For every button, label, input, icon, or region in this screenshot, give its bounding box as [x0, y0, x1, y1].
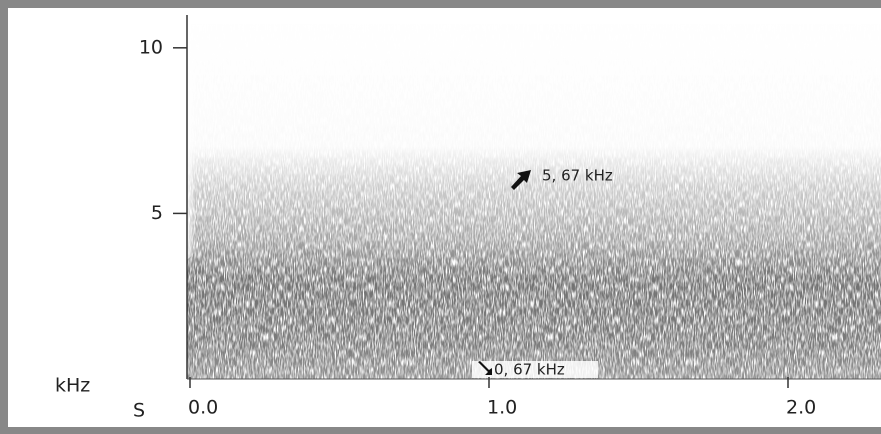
- arrow: [511, 170, 531, 190]
- annotation-bg: [472, 361, 598, 378]
- x-tick-label: 2.0: [786, 397, 816, 419]
- x-tick-label: 0.0: [188, 397, 218, 419]
- spectrogram-texture: [187, 15, 881, 379]
- y-tick-label: 10: [139, 36, 163, 58]
- annotation: 0, 67 kHz: [494, 361, 565, 379]
- fade: [187, 15, 260, 260]
- x-tick-label: 1.0: [487, 397, 517, 419]
- arrow: [478, 361, 492, 375]
- y-axis-label: kHz: [55, 375, 90, 397]
- annotation: 5, 67 kHz: [542, 167, 613, 185]
- y-tick-label: 5: [151, 202, 163, 224]
- x-axis-label: S: [133, 400, 145, 422]
